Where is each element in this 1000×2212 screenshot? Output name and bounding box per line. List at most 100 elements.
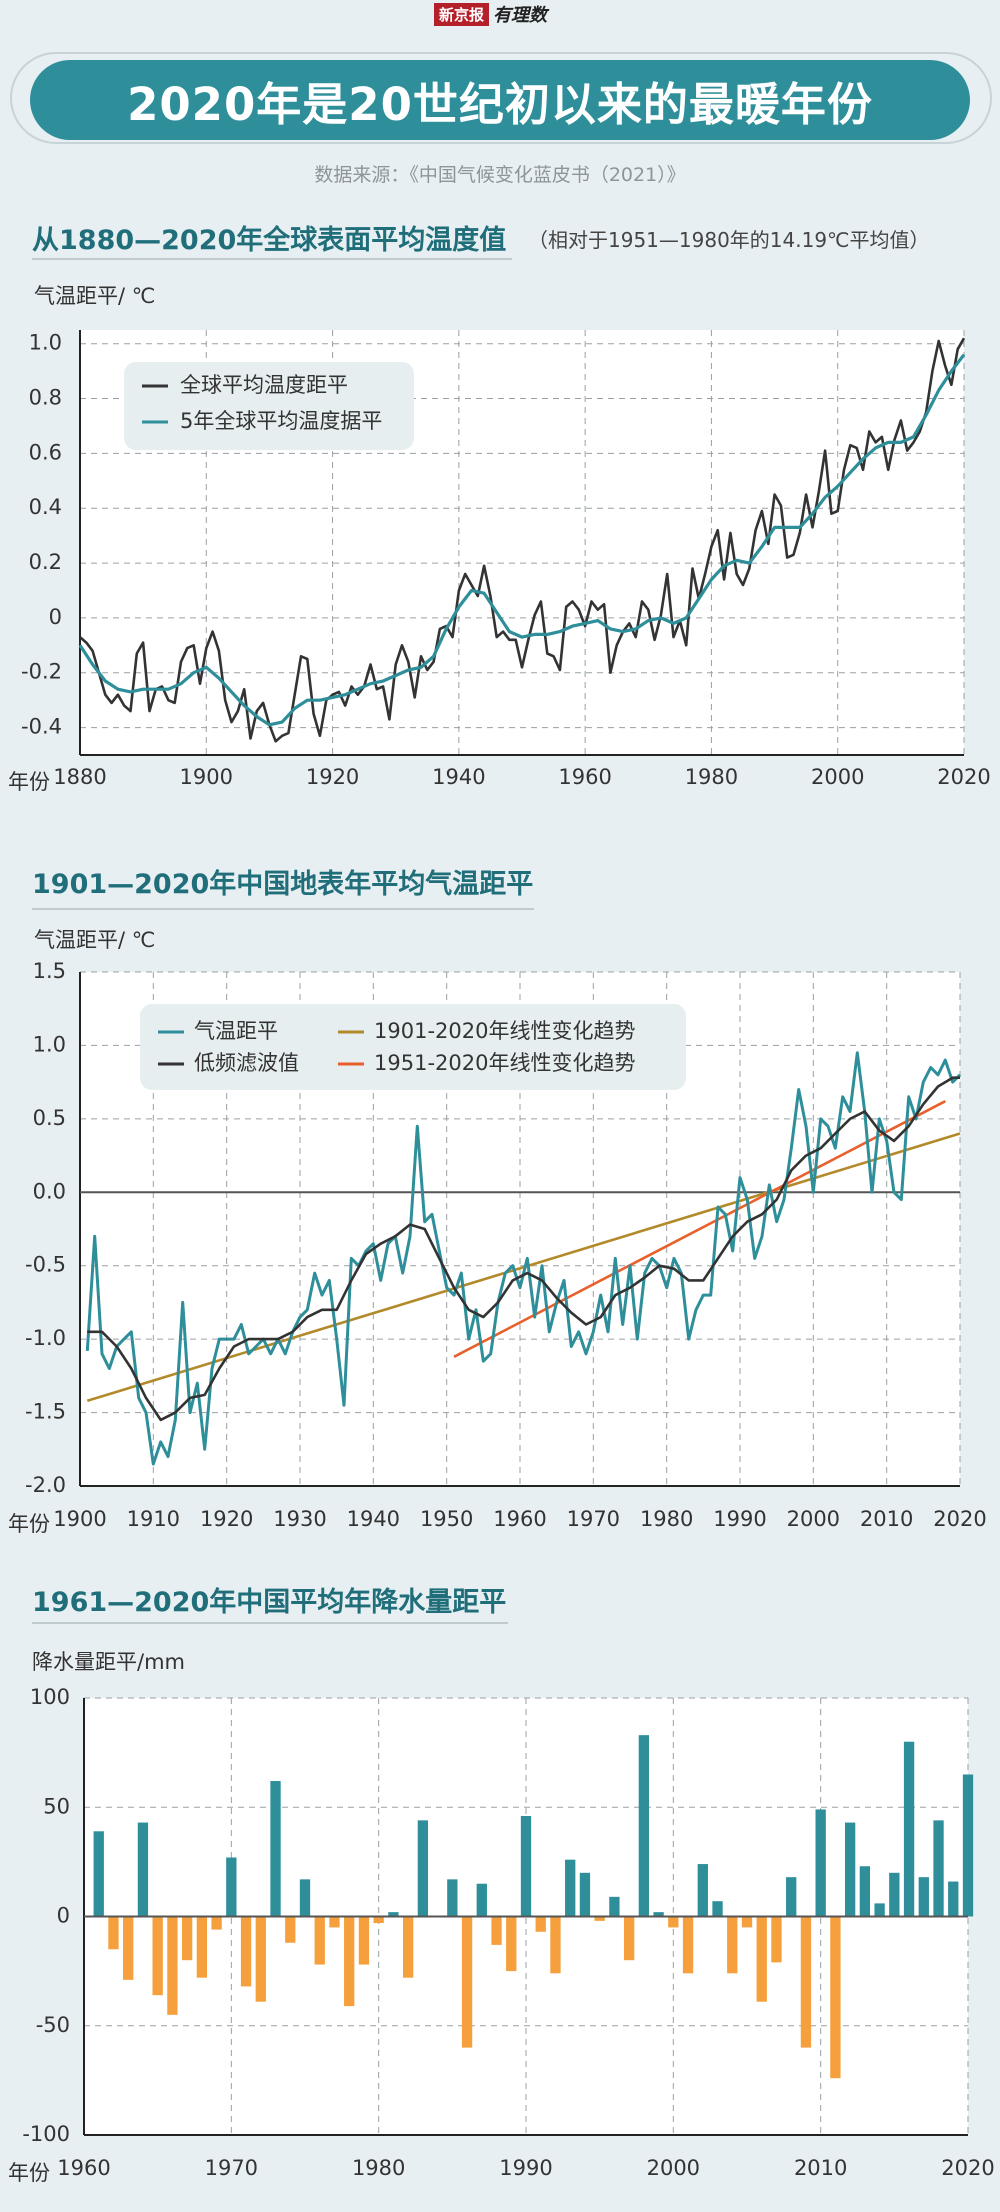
chart3-bar	[226, 1857, 237, 1917]
chart1-xtick-label: 1900	[180, 765, 233, 789]
chart2-xtick-label: 1900	[53, 1507, 106, 1531]
chart3-bar	[565, 1859, 576, 1917]
chart3-bar	[520, 1815, 532, 1917]
chart1-xtick-label: 1880	[53, 765, 106, 789]
chart3-bar	[461, 1916, 473, 2048]
chart1-title-rule	[32, 258, 512, 260]
chart1-year-label: 年份	[8, 770, 50, 794]
chart3-ytick-label: 0	[57, 1904, 70, 1928]
chart2-legend-label: 1951-2020年线性变化趋势	[374, 1051, 635, 1075]
chart3-bar	[918, 1877, 929, 1917]
data-source: 数据来源：《中国气候变化蓝皮书（2021）》	[314, 164, 686, 186]
chart1-xtick-label: 1980	[685, 765, 738, 789]
chart2-xtick-label: 1920	[200, 1507, 253, 1531]
chart3-bar	[550, 1916, 561, 1974]
chart3-xtick-label: 2000	[647, 2156, 700, 2180]
chart3-bar	[491, 1916, 502, 1945]
chart3-bar	[270, 1781, 281, 1917]
logo-xinjingbao: 新京报	[434, 2, 490, 26]
chart3-xtick-label: 1960	[57, 2156, 110, 2180]
chart3-bar	[506, 1916, 517, 1972]
chart3-bar	[432, 1916, 443, 1917]
chart2-xtick-label: 2000	[787, 1507, 840, 1531]
chart3-bar	[123, 1916, 134, 1980]
chart3-bar	[152, 1916, 163, 1996]
chart1-xtick-label: 1940	[432, 765, 485, 789]
chart3-ytick-label: 50	[43, 1794, 70, 1818]
chart3-xtick-label: 1990	[499, 2156, 552, 2180]
chart3-bar	[859, 1866, 871, 1917]
chart3-bar	[344, 1916, 355, 2007]
chart2-ytick-label: 0.5	[33, 1106, 66, 1130]
chart3-bar	[903, 1741, 915, 1917]
chart3-bar	[196, 1916, 208, 1978]
chart2-legend-label: 1901-2020年线性变化趋势	[374, 1019, 635, 1043]
chart1-ytick-label: -0.4	[21, 715, 62, 739]
chart3-bar	[211, 1916, 222, 1930]
chart1-title: 从1880—2020年全球表面平均温度值	[32, 225, 507, 256]
chart3-bar	[447, 1879, 458, 1917]
chart3-bar	[741, 1916, 753, 1928]
chart2-ytick-label: -1.5	[25, 1400, 66, 1424]
chart3-bar	[240, 1916, 252, 1987]
chart3-xtick-label: 1970	[205, 2156, 258, 2180]
chart2-ytick-label: 1.0	[33, 1032, 66, 1056]
chart1-xtick-label: 1920	[306, 765, 359, 789]
chart2-xtick-label: 1910	[127, 1507, 180, 1531]
chart1-note: （相对于1951—1980年的14.19℃平均值）	[528, 228, 930, 252]
chart1-series-line	[78, 353, 966, 727]
chart3-bar	[668, 1916, 679, 1928]
chart3-xtick-label: 1980	[352, 2156, 405, 2180]
chart2-xtick-label: 1980	[640, 1507, 693, 1531]
chart3-bar	[697, 1864, 708, 1917]
chart3-title-rule	[32, 1622, 508, 1624]
page-title: 2020年是20世纪初以来的最暖年份	[30, 60, 970, 140]
chart3-title: 1961—2020年中国平均年降水量距平	[32, 1587, 507, 1618]
chart1-ytick-label: 1.0	[29, 331, 62, 355]
chart1-ytick-label: 0.4	[29, 495, 62, 519]
chart3-bar	[623, 1916, 635, 1961]
chart3-bar	[93, 1831, 104, 1917]
chart2-xtick-label: 1970	[567, 1507, 620, 1531]
chart3-bar	[594, 1916, 605, 1921]
chart1-xtick-label: 2020	[937, 765, 990, 789]
chart2-xtick-label: 2020	[933, 1507, 986, 1531]
chart3-bar	[771, 1916, 782, 1963]
chart3-bar	[682, 1916, 694, 1974]
chart2-title-rule	[32, 908, 534, 910]
chart3-unit: 降水量距平/mm	[32, 1650, 185, 1674]
chart3-bar	[329, 1916, 340, 1928]
banner-outline	[10, 52, 992, 144]
chart3-bar	[388, 1912, 399, 1917]
chart3-bar	[108, 1916, 119, 1950]
chart3-bar	[653, 1912, 664, 1917]
chart1-xtick-label: 1960	[558, 765, 611, 789]
chart3-bar	[417, 1820, 429, 1917]
chart3-bar	[889, 1872, 900, 1917]
chart3-bar	[756, 1916, 767, 2002]
chart1-xtick-label: 2000	[811, 765, 864, 789]
chart3-bar	[255, 1916, 266, 2002]
chart3-bar	[844, 1822, 856, 1917]
chart3-bar	[933, 1820, 944, 1917]
chart1-series-line	[79, 337, 966, 743]
chart2-series-line	[86, 1132, 961, 1403]
chart2-xtick-label: 1930	[273, 1507, 326, 1531]
chart2-xtick-label: 1940	[347, 1507, 400, 1531]
chart2-ytick-label: 0.0	[33, 1179, 66, 1203]
chart3-bar	[727, 1916, 738, 1974]
chart3-bar	[535, 1916, 546, 1932]
chart2-year-label: 年份	[8, 1512, 50, 1536]
chart3-bar	[402, 1916, 414, 1978]
chart3-bar	[786, 1877, 797, 1917]
chart1-ytick-label: -0.2	[21, 660, 62, 684]
chart2-series-line	[453, 1100, 946, 1358]
chart2-xtick-label: 1960	[493, 1507, 546, 1531]
chart1-ytick-label: 0.2	[29, 550, 62, 574]
chart1-ytick-label: 0	[49, 605, 62, 629]
chart3-bar	[137, 1822, 149, 1917]
chart1-legend-label: 5年全球平均温度据平	[180, 409, 382, 433]
chart3-bar	[874, 1903, 885, 1917]
chart3-bar	[358, 1916, 370, 1965]
